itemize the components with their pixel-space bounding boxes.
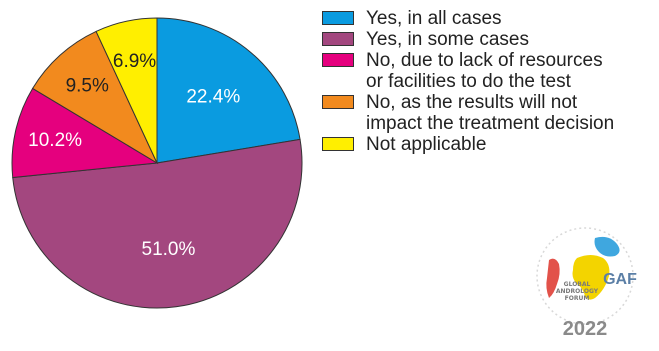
legend-label: Yes, in some cases	[366, 29, 529, 50]
legend-swatch	[322, 32, 354, 46]
global-andrology-forum-logo: GLOBAL ANDROLOGY FORUM GAF	[536, 227, 637, 325]
logo-year: 2022	[562, 318, 608, 340]
legend-label: Not applicable	[366, 134, 487, 155]
legend-item: Yes, in some cases	[322, 29, 659, 50]
legend-item: Not applicable	[322, 134, 659, 155]
legend-label: or facilities to do the test	[366, 71, 571, 92]
pie-chart: 22.4% 51.0% 10.2% 9.5%6.9%	[11, 17, 303, 309]
logo-line-2: ANDROLOGY	[556, 288, 599, 295]
legend-item: Yes, in all cases	[322, 8, 659, 29]
pie-slice	[95, 17, 158, 164]
legend-label: Yes, in all cases	[366, 8, 502, 29]
logo-mark: GAF	[603, 271, 637, 288]
legend-label: No, due to lack of resources	[366, 50, 603, 71]
logo-line-3: FORUM	[565, 295, 590, 302]
legend-label: impact the treatment decision	[366, 113, 615, 134]
slice-value-label: 6.9%	[113, 51, 156, 72]
pie-slice	[11, 87, 159, 179]
logo-line-1: GLOBAL	[564, 281, 591, 288]
legend-swatch	[322, 11, 354, 25]
legend-swatch	[322, 53, 354, 67]
legend-label: No, as the results will not	[366, 92, 578, 113]
pie-slice	[12, 138, 303, 309]
slice-value-label: 10.2%	[28, 130, 82, 151]
pie-slice	[156, 17, 301, 164]
legend-swatch	[322, 137, 354, 151]
legend-item: No, as the results will not impact the tr…	[322, 92, 659, 134]
pie-slice	[31, 30, 159, 165]
legend-item: No, due to lack of resources or facilitie…	[322, 50, 659, 92]
slice-value-label: 9.5%	[66, 75, 109, 96]
chart-legend: Yes, in all cases Yes, in some cases No, d…	[322, 8, 659, 155]
slice-value-label: 22.4%	[186, 87, 240, 108]
slice-value-label: 51.0%	[142, 239, 196, 260]
legend-swatch	[322, 95, 354, 109]
